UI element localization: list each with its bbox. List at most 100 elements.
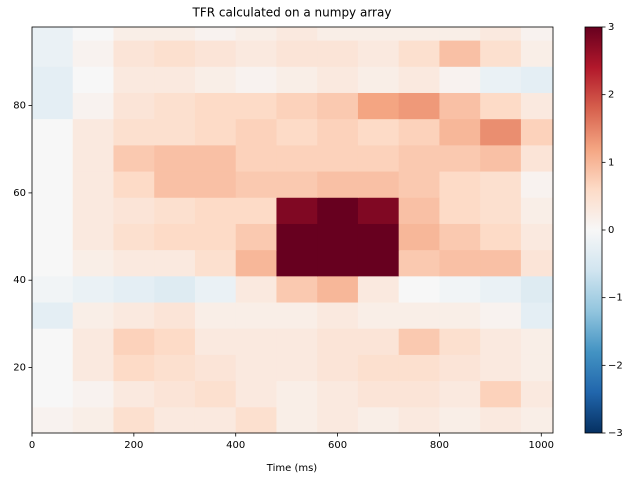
heatmap-cell — [32, 275, 74, 303]
heatmap-cell — [194, 92, 237, 120]
heatmap-cell — [154, 406, 196, 434]
heatmap-cell — [276, 275, 318, 303]
heatmap-cell — [398, 275, 440, 303]
heatmap-cell — [72, 223, 114, 251]
heatmap-cell — [194, 197, 237, 224]
heatmap-cell — [32, 406, 74, 434]
plot-frame — [31, 26, 554, 434]
heatmap-cell — [480, 328, 522, 355]
heatmap-cell — [154, 118, 196, 146]
heatmap-cell — [235, 328, 277, 355]
heatmap-cell — [480, 92, 522, 120]
y-tick-label: 80 — [13, 101, 26, 112]
heatmap-cell — [154, 223, 196, 251]
heatmap-cell — [317, 144, 359, 172]
heatmap-cell — [357, 223, 400, 251]
x-tick-label: 400 — [226, 440, 245, 451]
heatmap-cell — [357, 27, 400, 41]
heatmap-cell — [154, 249, 196, 277]
heatmap-cell — [398, 302, 440, 329]
heatmap-cell — [357, 40, 400, 67]
heatmap-cell — [439, 380, 481, 408]
heatmap-cell — [194, 66, 237, 93]
heatmap-cell — [154, 275, 196, 303]
heatmap-cell — [235, 249, 277, 277]
heatmap-cell — [72, 275, 114, 303]
heatmap-cell — [398, 354, 440, 382]
heatmap-cell — [439, 275, 481, 303]
heatmap-cell — [32, 328, 74, 355]
colorbar-tick-label: 3 — [608, 22, 614, 33]
heatmap-cell — [520, 328, 554, 355]
heatmap-cell — [439, 406, 481, 434]
heatmap-cell — [154, 302, 196, 329]
heatmap-cell — [398, 197, 440, 224]
heatmap-cell — [113, 354, 155, 382]
heatmap-cell — [520, 27, 554, 41]
heatmap-cell — [113, 66, 155, 93]
heatmap-cell — [480, 118, 522, 146]
heatmap-cell — [276, 223, 318, 251]
heatmap-cell — [398, 40, 440, 67]
heatmap-cell — [480, 302, 522, 329]
heatmap-cell — [235, 92, 277, 120]
heatmap-cell — [72, 171, 114, 198]
heatmap-cell — [72, 354, 114, 382]
heatmap-cell — [398, 66, 440, 93]
heatmap-cell — [235, 40, 277, 67]
heatmap-cell — [276, 40, 318, 67]
y-tick-label: 60 — [13, 188, 26, 199]
heatmap-cell — [72, 249, 114, 277]
heatmap-cell — [520, 249, 554, 277]
x-tick-label: 0 — [29, 440, 35, 451]
colorbar — [584, 26, 603, 434]
heatmap-cell — [276, 380, 318, 408]
heatmap-cell — [439, 40, 481, 67]
heatmap-cell — [439, 27, 481, 41]
heatmap-cell — [113, 197, 155, 224]
heatmap-cell — [194, 380, 237, 408]
heatmap-cell — [113, 92, 155, 120]
heatmap-cell — [235, 144, 277, 172]
heatmap-cell — [317, 328, 359, 355]
heatmap-cell — [480, 27, 522, 41]
heatmap-cell — [194, 249, 237, 277]
heatmap-cell — [439, 328, 481, 355]
heatmap-cell — [113, 144, 155, 172]
heatmap-cell — [154, 354, 196, 382]
heatmap-cell — [72, 197, 114, 224]
heatmap-cell — [32, 66, 74, 93]
heatmap-cell — [113, 118, 155, 146]
heatmap-cell — [154, 66, 196, 93]
heatmap-cell — [480, 66, 522, 93]
heatmap-cell — [32, 118, 74, 146]
heatmap-cell — [72, 66, 114, 93]
heatmap-cell — [32, 249, 74, 277]
heatmap-cell — [276, 249, 318, 277]
heatmap-cell — [276, 406, 318, 434]
heatmap-cell — [480, 223, 522, 251]
heatmap-cell — [72, 328, 114, 355]
heatmap-cell — [357, 302, 400, 329]
heatmap-cell — [32, 40, 74, 67]
heatmap-cell — [480, 406, 522, 434]
heatmap-cell — [235, 118, 277, 146]
heatmap-cell — [398, 92, 440, 120]
x-tick-label: 1000 — [529, 440, 554, 451]
heatmap-cell — [32, 27, 74, 41]
heatmap-cell — [398, 223, 440, 251]
heatmap-cell — [154, 328, 196, 355]
heatmap-cell — [194, 406, 237, 434]
heatmap-cell — [154, 144, 196, 172]
heatmap-cell — [398, 144, 440, 172]
heatmap-cell — [194, 171, 237, 198]
heatmap-cell — [317, 92, 359, 120]
heatmap-cell — [520, 144, 554, 172]
heatmap-cell — [357, 328, 400, 355]
heatmap-cell — [317, 380, 359, 408]
heatmap-cell — [439, 144, 481, 172]
heatmap-cell — [32, 380, 74, 408]
heatmap-cell — [520, 197, 554, 224]
heatmap-cell — [113, 328, 155, 355]
colorbar-tick-label: 0 — [608, 225, 614, 236]
